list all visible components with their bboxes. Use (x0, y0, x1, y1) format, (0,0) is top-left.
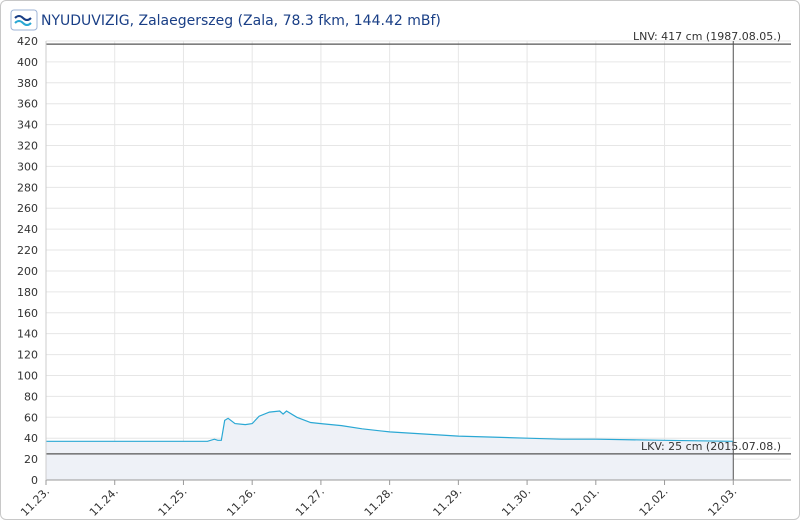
y-tick-label: 180 (17, 286, 38, 299)
y-tick-label: 240 (17, 223, 38, 236)
x-tick-label: 12.03. (705, 485, 739, 519)
x-tick-label: 11.27. (293, 485, 327, 519)
x-tick-label: 11.23. (18, 485, 52, 519)
y-tick-label: 280 (17, 181, 38, 194)
y-tick-label: 380 (17, 77, 38, 90)
y-tick-label: 300 (17, 160, 38, 173)
reference-label: LNV: 417 cm (1987.08.05.) (633, 30, 781, 43)
y-tick-label: 260 (17, 202, 38, 215)
y-tick-label: 200 (17, 265, 38, 278)
y-tick-label: 160 (17, 307, 38, 320)
x-tick-label: 11.29. (431, 485, 465, 519)
y-tick-label: 20 (24, 453, 38, 466)
line (46, 410, 734, 442)
x-tick-label: 11.25. (156, 485, 190, 519)
x-tick-label: 11.30. (499, 485, 533, 519)
y-tick-label: 220 (17, 244, 38, 257)
x-tick-label: 12.01. (568, 485, 602, 519)
y-tick-label: 120 (17, 349, 38, 362)
reference-label: LKV: 25 cm (2015.07.08.) (641, 440, 781, 453)
y-tick-label: 100 (17, 369, 38, 382)
y-tick-label: 80 (24, 390, 38, 403)
logo (10, 9, 38, 31)
x-tick-label: 12.02. (637, 485, 671, 519)
y-tick-label: 40 (24, 432, 38, 445)
y-tick-label: 400 (17, 56, 38, 69)
y-tick-label: 340 (17, 119, 38, 132)
y-tick-label: 60 (24, 411, 38, 424)
y-tick-label: 140 (17, 328, 38, 341)
x-tick-label: 11.28. (362, 485, 396, 519)
plot-area (46, 41, 791, 480)
chart-title: NYUDUVIZIG, Zalaegerszeg (Zala, 78.3 fkm… (41, 13, 441, 29)
y-tick-label: 420 (17, 35, 38, 48)
y-tick-label: 360 (17, 98, 38, 111)
y-tick-label: 320 (17, 140, 38, 153)
x-tick-label: 11.26. (224, 485, 258, 519)
area (46, 411, 734, 480)
y-tick-label: 0 (31, 474, 38, 487)
x-tick-label: 11.24. (87, 485, 121, 519)
